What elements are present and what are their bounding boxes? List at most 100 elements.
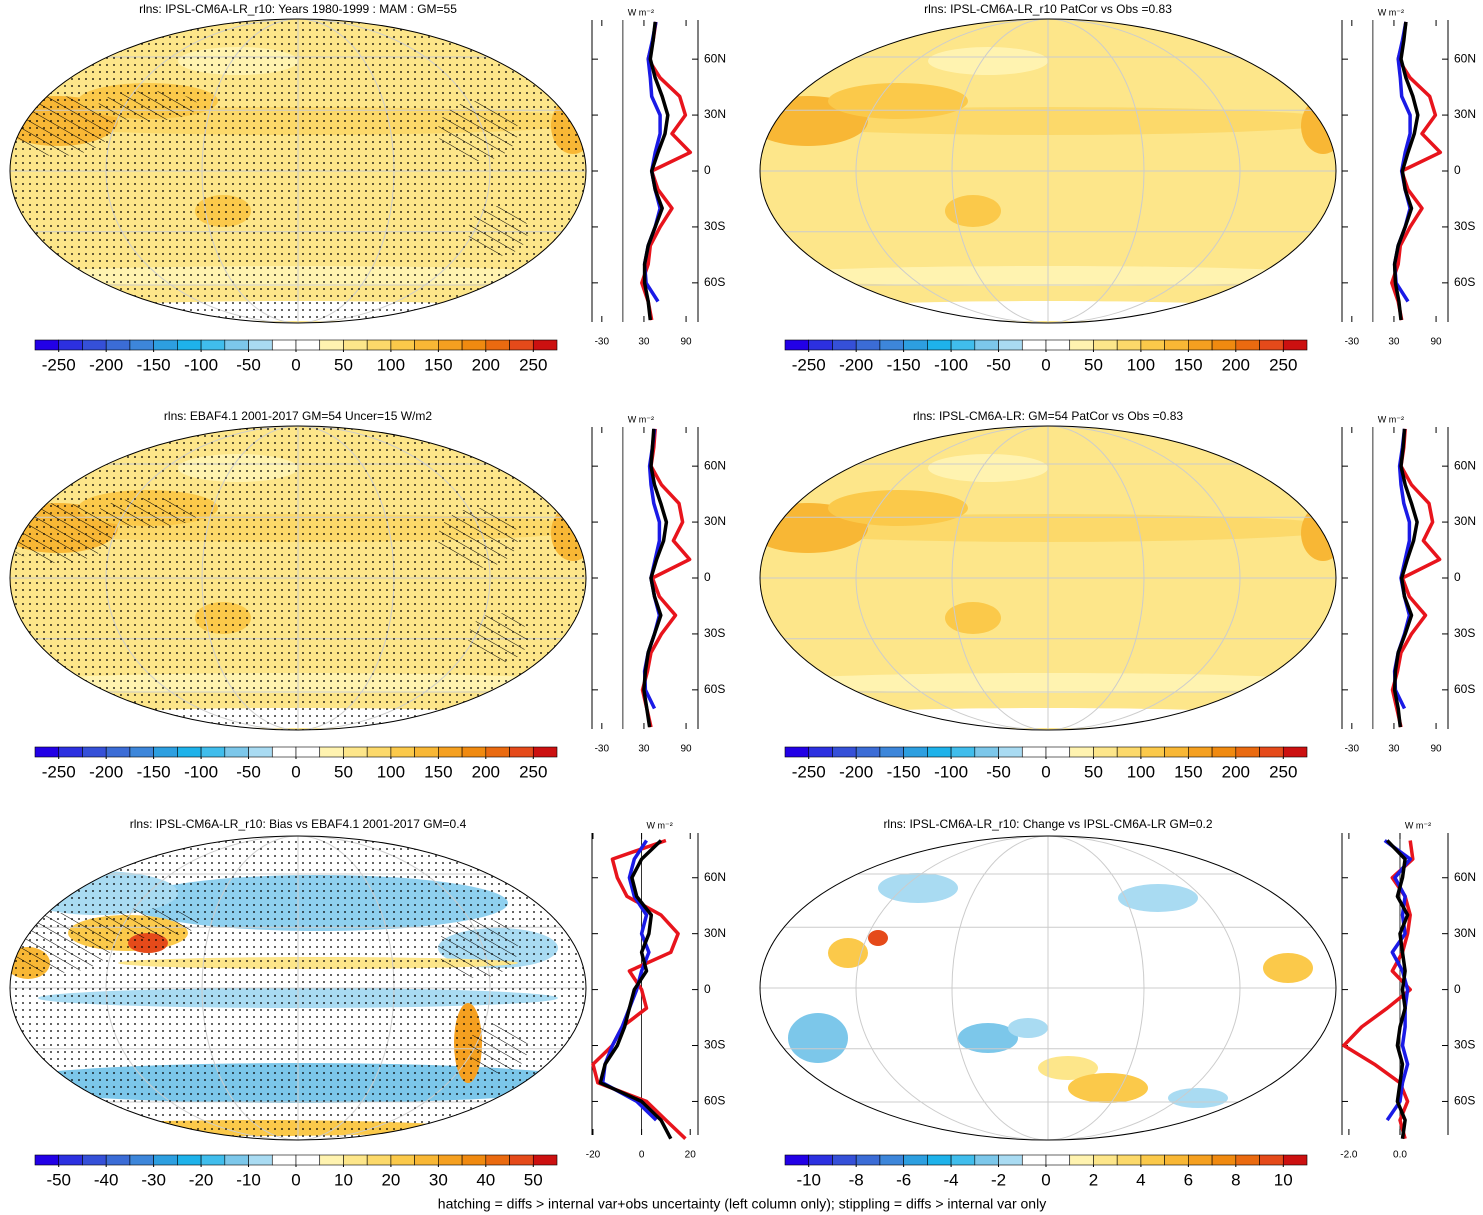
colorbar-box (1093, 746, 1118, 758)
colorbar-box (1116, 746, 1142, 758)
y-tick-label: 60N (704, 51, 726, 65)
colorbar-box (1069, 1154, 1094, 1166)
panel: rlns: IPSL-CM6A-LR_r10: Bias vs EBAF4.1 … (9, 817, 726, 1189)
colorbar-box (390, 746, 415, 758)
y-tick-label: 60N (704, 458, 726, 472)
colorbar-label: 50 (524, 1170, 543, 1189)
colorbar-box (974, 1154, 999, 1166)
colorbar-box (832, 1154, 857, 1166)
x-tick-label: -30 (1345, 744, 1360, 755)
hatching (10, 503, 113, 563)
profile-line (642, 428, 669, 728)
map-field (928, 454, 1048, 482)
colorbar-label: -200 (89, 762, 123, 781)
colorbar-label: 150 (1174, 355, 1202, 374)
y-tick-label: 30S (704, 626, 725, 640)
colorbar-box (271, 746, 297, 758)
colorbar-box (485, 1154, 510, 1166)
colorbar-box (82, 339, 107, 351)
colorbar-box (903, 339, 928, 351)
colorbar-label: 250 (1269, 355, 1297, 374)
colorbar-box (998, 746, 1023, 758)
colorbar-box (879, 339, 904, 351)
colorbar-box (974, 746, 999, 758)
colorbar-box (177, 339, 202, 351)
colorbar-label: 100 (1127, 762, 1155, 781)
colorbar-box (105, 746, 131, 758)
profile-line (642, 21, 670, 321)
colorbar-label: 150 (1174, 762, 1202, 781)
colorbar-box (129, 746, 154, 758)
colorbar-label: -200 (89, 355, 123, 374)
colorbar-box (1259, 1154, 1284, 1166)
x-tick-label: 0.0 (1393, 1150, 1407, 1161)
unit-label: W m⁻² (628, 7, 654, 17)
map-field (868, 930, 888, 946)
x-tick-label: -20 (586, 1150, 601, 1161)
colorbar-label: 0 (291, 1170, 300, 1189)
colorbar-label: 0 (1041, 1170, 1050, 1189)
colorbar-box (177, 746, 202, 758)
colorbar-box (58, 746, 83, 758)
colorbar-box (1140, 1154, 1165, 1166)
colorbar-label: -150 (887, 355, 921, 374)
map-field (945, 602, 1001, 634)
map-border (759, 425, 1337, 731)
colorbar-box (855, 1154, 881, 1166)
hatching (10, 96, 113, 156)
colorbar-box (34, 746, 60, 758)
y-tick-label: 60N (704, 870, 726, 884)
colorbar-box (950, 1154, 976, 1166)
colorbar-label: -30 (141, 1170, 166, 1189)
colorbar-label: 250 (519, 355, 547, 374)
colorbar-box (903, 1154, 928, 1166)
colorbar-label: 50 (334, 762, 353, 781)
colorbar-label: -200 (839, 762, 873, 781)
colorbar-label: -20 (189, 1170, 214, 1189)
colorbar-box (153, 339, 178, 351)
colorbar-box (855, 746, 881, 758)
colorbar-box (366, 339, 392, 351)
panel-title: rlns: IPSL-CM6A-LR: GM=54 PatCor vs Obs … (913, 409, 1183, 423)
colorbar-box (1140, 339, 1165, 351)
colorbar-label: -100 (184, 355, 218, 374)
map-border (9, 425, 587, 731)
colorbar-box (461, 1154, 487, 1166)
x-tick-label: -30 (1345, 337, 1360, 348)
colorbar-box (950, 746, 976, 758)
colorbar-box (784, 746, 810, 758)
map-field (828, 490, 968, 526)
x-tick-label: 90 (681, 744, 693, 755)
colorbar-box (927, 1154, 952, 1166)
y-tick-label: 30N (704, 514, 726, 528)
colorbar-label: -150 (887, 762, 921, 781)
colorbar-box (343, 746, 368, 758)
colorbar-box (485, 746, 510, 758)
colorbar-box (390, 339, 415, 351)
y-tick-label: 30S (1454, 1038, 1475, 1052)
stippling (10, 426, 586, 730)
footnote: hatching = diffs > internal var+obs unce… (438, 1196, 1046, 1212)
y-tick-label: 30S (1454, 626, 1475, 640)
unit-label: W m⁻² (628, 414, 654, 424)
x-tick-label: 0 (639, 1150, 645, 1161)
hatching (98, 908, 198, 938)
y-tick-label: 30N (704, 926, 726, 940)
colorbar-box (366, 746, 392, 758)
colorbar-label: -100 (184, 762, 218, 781)
map-field (1008, 1018, 1048, 1038)
colorbar-box (248, 339, 273, 351)
colorbar-label: 150 (424, 762, 452, 781)
colorbar-label: -8 (849, 1170, 864, 1189)
colorbar-box (509, 746, 534, 758)
colorbar-box (784, 1154, 810, 1166)
colorbar-label: 10 (1274, 1170, 1293, 1189)
y-tick-label: 60S (704, 275, 725, 289)
colorbar-box (58, 1154, 83, 1166)
colorbar-box (1116, 1154, 1142, 1166)
y-tick-label: 60S (1454, 682, 1475, 696)
colorbar-box (1235, 1154, 1260, 1166)
colorbar-label: -10 (236, 1170, 261, 1189)
colorbar-box (224, 1154, 249, 1166)
